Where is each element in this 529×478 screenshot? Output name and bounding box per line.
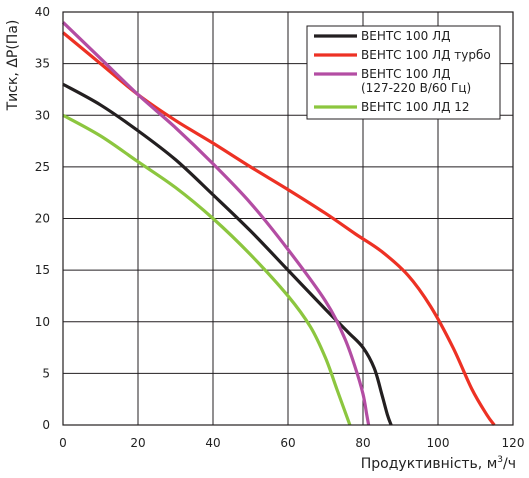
legend: ВЕНТС 100 ЛД ВЕНТС 100 ЛД турбо ВЕНТС 100 … [306,25,501,120]
y-tick-label: 0 [42,418,50,432]
y-tick-label: 30 [35,108,50,122]
x-axis-label-tail: /ч [503,456,516,472]
series-line-3 [61,21,371,426]
y-tick-label: 40 [35,5,50,19]
y-tick-label: 15 [35,263,50,277]
x-tick-label: 0 [59,436,67,450]
series-line-1 [62,82,393,426]
plot-frame [62,11,514,426]
y-axis-label: Тиск, ΔP(Па) [5,20,21,112]
y-tick-label: 5 [42,366,50,380]
x-tick-label: 20 [130,436,145,450]
x-tick-label: 120 [502,436,525,450]
x-tick-label: 40 [205,436,220,450]
y-tick-label: 10 [35,315,50,329]
legend-label-4: ВЕНТС 100 ЛД 12 [361,100,470,114]
legend-label-2: ВЕНТС 100 ЛД турбо [361,48,491,62]
x-tick-label: 80 [355,436,370,450]
y-tick-label: 35 [35,57,50,71]
y-tick-label: 25 [35,160,50,174]
x-axis-label-sup: 3 [497,455,503,465]
legend-label-1: ВЕНТС 100 ЛД [361,29,450,43]
series-line-4 [62,113,352,426]
curves [61,21,496,426]
x-tick-label: 60 [280,436,295,450]
x-tick-label: 100 [427,436,450,450]
legend-label-3: ВЕНТС 100 ЛД [361,67,450,81]
legend-label-3: (127-220 В/60 Гц) [361,81,471,95]
x-axis-label: Продуктивність, м3/ч [361,455,516,472]
y-tick-label: 20 [35,212,50,226]
series-line-2 [61,31,496,426]
x-axis-label-main: Продуктивність, м [361,456,498,472]
tick-labels: 0 20 40 60 80 100 120 0 5 10 15 20 25 30 35 40 [35,5,525,450]
